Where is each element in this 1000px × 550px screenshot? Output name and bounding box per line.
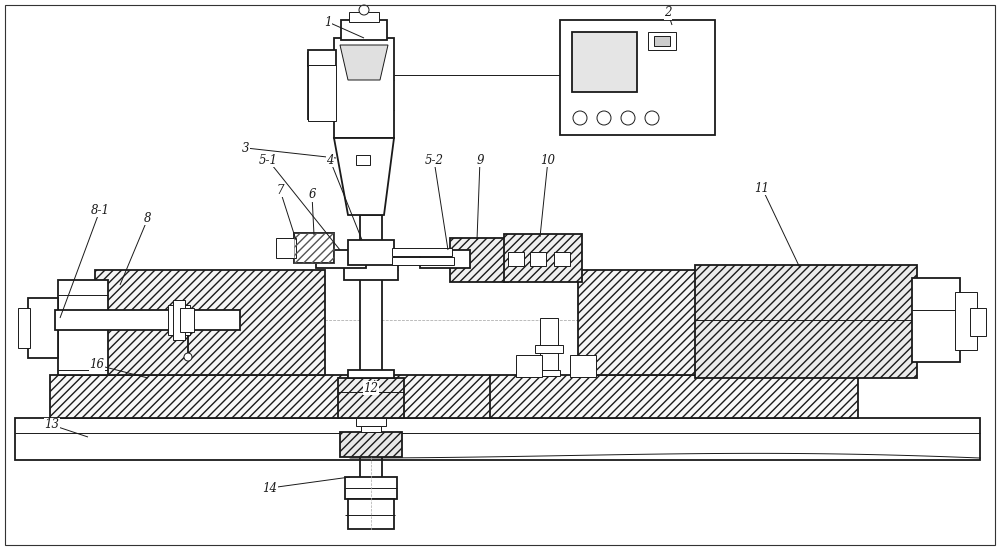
Bar [15,418,980,460]
Bar [308,65,336,121]
Text: 12: 12 [364,382,378,394]
Circle shape [359,5,369,15]
Bar [168,305,190,335]
Bar [95,270,325,375]
Bar [345,477,397,499]
Bar [578,270,798,375]
Text: 2: 2 [664,7,672,19]
Bar [360,215,382,375]
Bar [912,278,960,362]
Bar [349,12,379,22]
Text: 6: 6 [308,189,316,201]
Bar [180,308,194,332]
Bar [554,252,570,266]
Bar [344,262,398,280]
Bar [294,233,334,263]
Text: 14: 14 [262,481,278,494]
Bar [18,308,30,348]
Bar [572,32,637,92]
Bar [570,355,596,377]
Bar [420,250,470,268]
Bar [341,20,387,40]
Bar [276,238,296,258]
Bar [356,418,386,426]
Text: 3: 3 [242,141,250,155]
Bar [955,292,977,350]
Bar [392,248,452,256]
Circle shape [621,111,635,125]
Bar [648,32,676,50]
Circle shape [184,353,192,361]
Bar [516,355,542,377]
Text: 13: 13 [44,419,60,432]
Polygon shape [340,45,388,80]
Text: 5-2: 5-2 [424,153,444,167]
Text: 7: 7 [276,184,284,196]
Bar [970,308,986,336]
Polygon shape [334,138,394,215]
Bar [334,38,394,138]
Circle shape [597,111,611,125]
Bar [316,250,366,268]
Text: 8: 8 [144,212,152,224]
Text: 9: 9 [476,153,484,167]
Circle shape [645,111,659,125]
Bar [535,345,563,353]
Bar [338,378,404,418]
Bar [348,240,394,265]
Bar [695,265,917,378]
Bar [654,36,670,46]
Bar [392,257,454,265]
Bar [28,298,58,358]
Bar [361,426,381,432]
Bar [308,50,336,66]
Circle shape [573,111,587,125]
Bar [504,234,582,282]
Bar [58,280,108,375]
Text: 1: 1 [324,15,332,29]
Bar [294,233,334,263]
Bar [530,252,546,266]
Bar [173,300,185,340]
Bar [450,238,508,282]
Text: 11: 11 [755,182,770,195]
Bar [560,20,715,135]
Bar [540,318,558,376]
Text: 4: 4 [326,153,334,167]
Bar [508,252,524,266]
Bar [538,370,560,376]
Text: 16: 16 [90,359,104,371]
Text: 8-1: 8-1 [90,204,110,217]
Text: 5-1: 5-1 [258,153,278,167]
Text: 10: 10 [540,153,556,167]
Bar [55,310,240,330]
Bar [50,375,858,418]
Bar [356,155,370,165]
Bar [340,432,402,457]
Bar [348,370,394,378]
Bar [348,499,394,529]
